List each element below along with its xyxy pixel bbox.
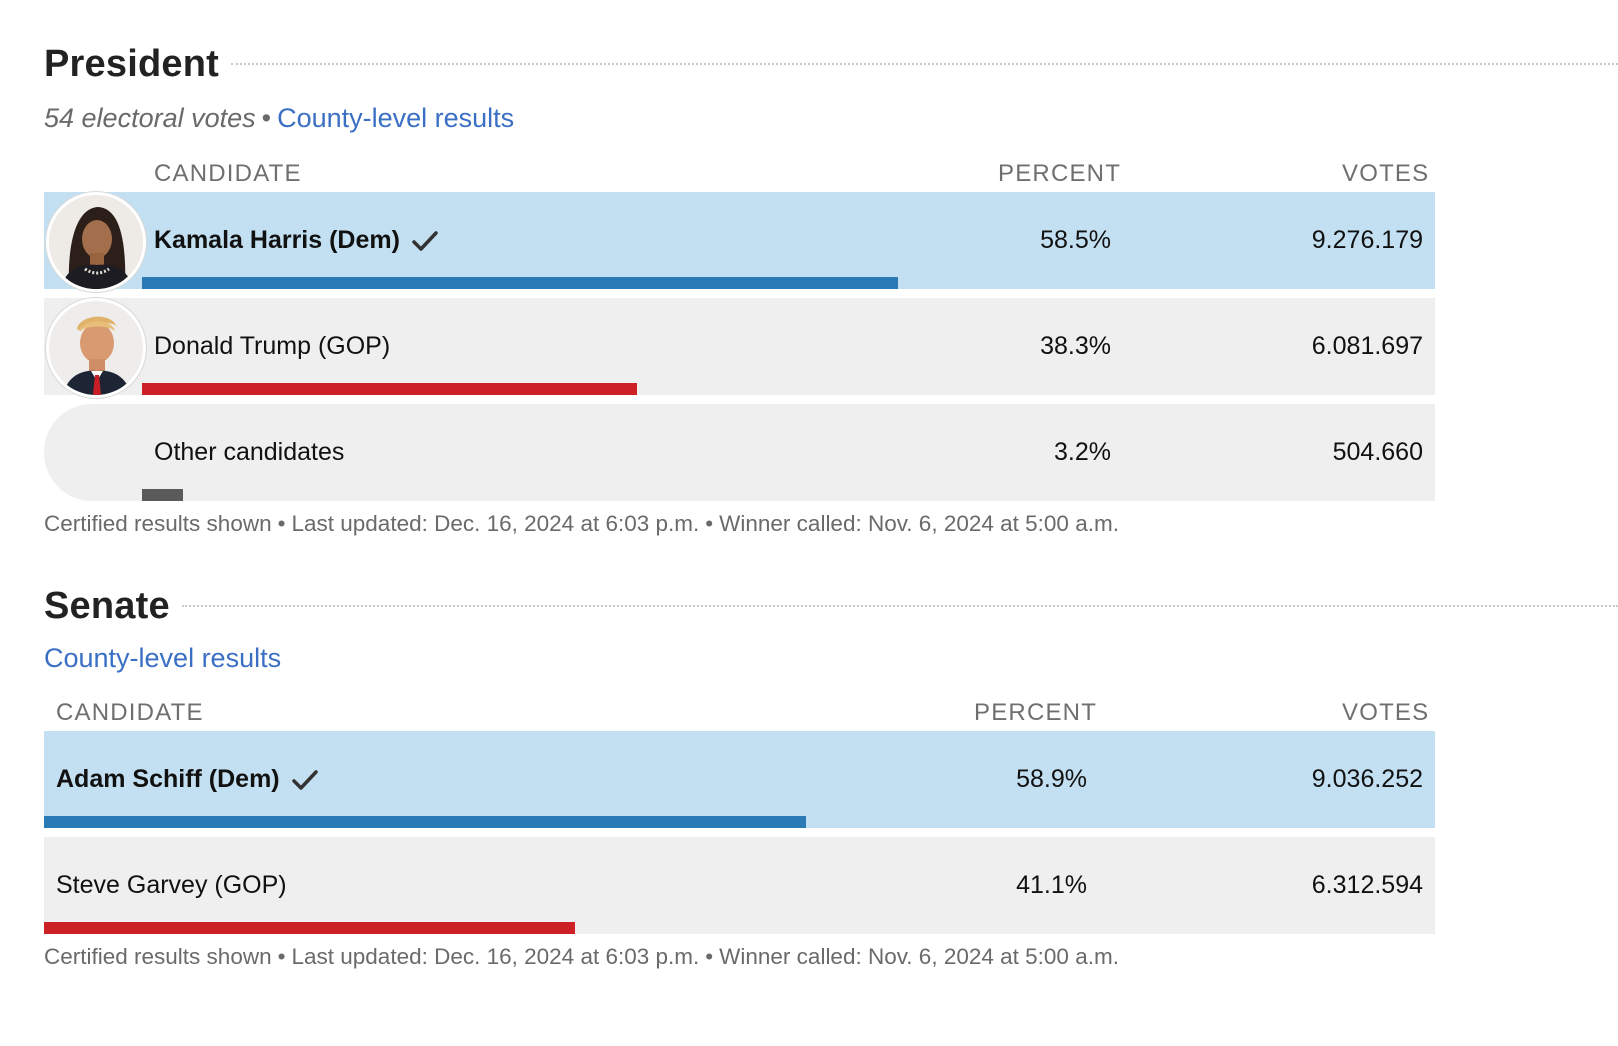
president-title: President — [44, 42, 219, 85]
candidate-name: Steve Garvey (GOP) — [56, 871, 287, 899]
last-updated-label: Last updated: Dec. 16, 2024 at 6:03 p.m. — [291, 944, 700, 969]
percent-cell: 58.9% — [1016, 765, 1087, 793]
vote-share-bar — [44, 922, 575, 934]
votes-cell: 6.081.697 — [1311, 332, 1423, 360]
president-subline: 54 electoral votes • County-level results — [44, 103, 514, 134]
senate-percent-header: PERCENT — [974, 699, 1098, 726]
president-candidate-header: CANDIDATE — [154, 160, 302, 187]
separator-dot: • — [705, 511, 714, 536]
vote-share-bar — [142, 277, 898, 289]
candidate-name: Other candidates — [154, 438, 345, 466]
certified-label: Certified results shown — [44, 511, 272, 536]
candidate-name-cell: Steve Garvey (GOP) — [56, 837, 287, 934]
electoral-votes-label: 54 electoral votes — [44, 103, 256, 133]
separator-dot: • — [277, 944, 286, 969]
percent-cell: 38.3% — [1040, 332, 1111, 360]
senate-section-header: Senate — [44, 582, 1618, 630]
percent-cell: 41.1% — [1016, 871, 1087, 899]
votes-cell: 6.312.594 — [1311, 871, 1423, 899]
vote-share-bar — [142, 383, 637, 395]
winner-check-icon — [412, 230, 438, 251]
president-footer: Certified results shown • Last updated: De… — [44, 511, 1119, 537]
senate-row-garvey[interactable]: Steve Garvey (GOP) 41.1% 6.312.594 — [44, 837, 1435, 934]
certified-label: Certified results shown — [44, 944, 272, 969]
senate-title: Senate — [44, 584, 170, 627]
candidate-name-cell: Adam Schiff (Dem) — [56, 731, 318, 828]
vote-share-bar — [44, 816, 806, 828]
president-county-results-link[interactable]: County-level results — [277, 103, 515, 133]
dotted-divider — [230, 63, 1618, 65]
senate-row-schiff[interactable]: Adam Schiff (Dem) 58.9% 9.036.252 — [44, 731, 1435, 828]
winner-called-label: Winner called: Nov. 6, 2024 at 5:00 a.m. — [719, 944, 1119, 969]
president-row-other[interactable]: Other candidates 3.2% 504.660 — [44, 404, 1435, 501]
candidate-photo-harris — [46, 192, 146, 292]
candidate-name: Adam Schiff (Dem) — [56, 765, 280, 793]
last-updated-label: Last updated: Dec. 16, 2024 at 6:03 p.m. — [291, 511, 700, 536]
president-row-trump[interactable]: Donald Trump (GOP) 38.3% 6.081.697 — [44, 298, 1435, 395]
winner-called-label: Winner called: Nov. 6, 2024 at 5:00 a.m. — [719, 511, 1119, 536]
candidate-name: Donald Trump (GOP) — [154, 332, 391, 360]
separator-dot: • — [705, 944, 714, 969]
dotted-divider — [181, 605, 1618, 607]
percent-cell: 58.5% — [1040, 226, 1111, 254]
candidate-name-cell: Other candidates — [154, 404, 344, 501]
separator-dot: • — [277, 511, 286, 536]
percent-cell: 3.2% — [1054, 438, 1111, 466]
votes-cell: 9.036.252 — [1311, 765, 1423, 793]
president-votes-header: VOTES — [1342, 160, 1430, 187]
senate-votes-header: VOTES — [1342, 699, 1430, 726]
votes-cell: 504.660 — [1332, 438, 1423, 466]
president-percent-header: PERCENT — [998, 160, 1122, 187]
candidate-name: Kamala Harris (Dem) — [154, 226, 400, 254]
senate-footer: Certified results shown • Last updated: De… — [44, 944, 1119, 970]
votes-cell: 9.276.179 — [1311, 226, 1423, 254]
senate-subline: County-level results — [44, 643, 281, 674]
candidate-name-cell: Donald Trump (GOP) — [154, 298, 390, 395]
candidate-name-cell: Kamala Harris (Dem) — [154, 192, 438, 289]
senate-county-results-link[interactable]: County-level results — [44, 643, 282, 673]
vote-share-bar — [142, 489, 183, 501]
president-section-header: President — [44, 40, 1618, 88]
candidate-photo-trump — [46, 298, 146, 398]
senate-candidate-header: CANDIDATE — [56, 699, 204, 726]
separator-dot: • — [261, 103, 272, 133]
president-row-harris[interactable]: Kamala Harris (Dem) 58.5% 9.276.179 — [44, 192, 1435, 289]
winner-check-icon — [291, 769, 318, 790]
